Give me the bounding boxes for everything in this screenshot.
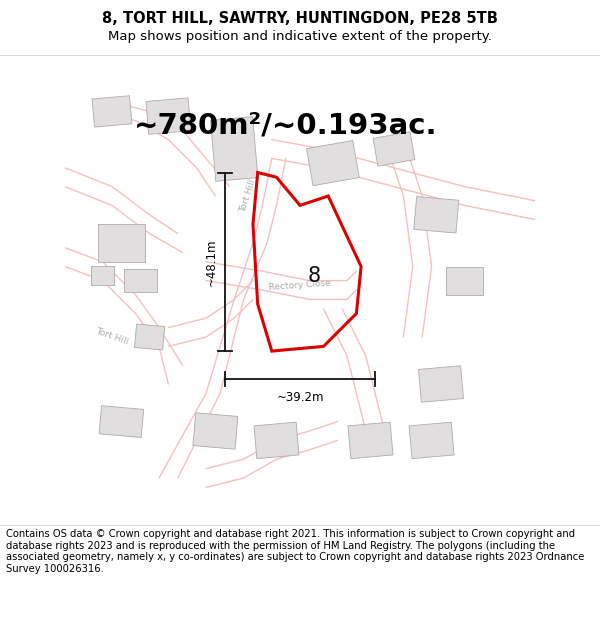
Bar [92, 96, 132, 127]
Bar [98, 224, 145, 262]
Bar [91, 266, 115, 285]
Text: ~39.2m: ~39.2m [276, 391, 324, 404]
Text: Map shows position and indicative extent of the property.: Map shows position and indicative extent… [108, 30, 492, 43]
Text: 8: 8 [308, 266, 320, 286]
Bar [307, 141, 359, 186]
Bar [134, 324, 164, 350]
Bar [409, 422, 454, 459]
Text: ~48.1m: ~48.1m [205, 238, 218, 286]
Bar [99, 406, 143, 437]
Bar [414, 197, 459, 233]
Text: 8, TORT HILL, SAWTRY, HUNTINGDON, PE28 5TB: 8, TORT HILL, SAWTRY, HUNTINGDON, PE28 5… [102, 11, 498, 26]
Bar [193, 412, 238, 449]
Bar [446, 266, 484, 295]
Bar [348, 422, 393, 459]
Text: Contains OS data © Crown copyright and database right 2021. This information is : Contains OS data © Crown copyright and d… [6, 529, 584, 574]
Bar [254, 422, 299, 459]
Bar [418, 366, 464, 403]
Bar [211, 117, 258, 181]
Text: ~780m²/~0.193ac.: ~780m²/~0.193ac. [134, 111, 438, 139]
Bar [124, 269, 157, 292]
Bar [373, 132, 415, 166]
Text: Rectory Close: Rectory Close [269, 279, 331, 292]
Bar [146, 98, 191, 134]
Text: Tort Hill: Tort Hill [239, 178, 258, 214]
Text: Tort Hill: Tort Hill [94, 327, 130, 347]
